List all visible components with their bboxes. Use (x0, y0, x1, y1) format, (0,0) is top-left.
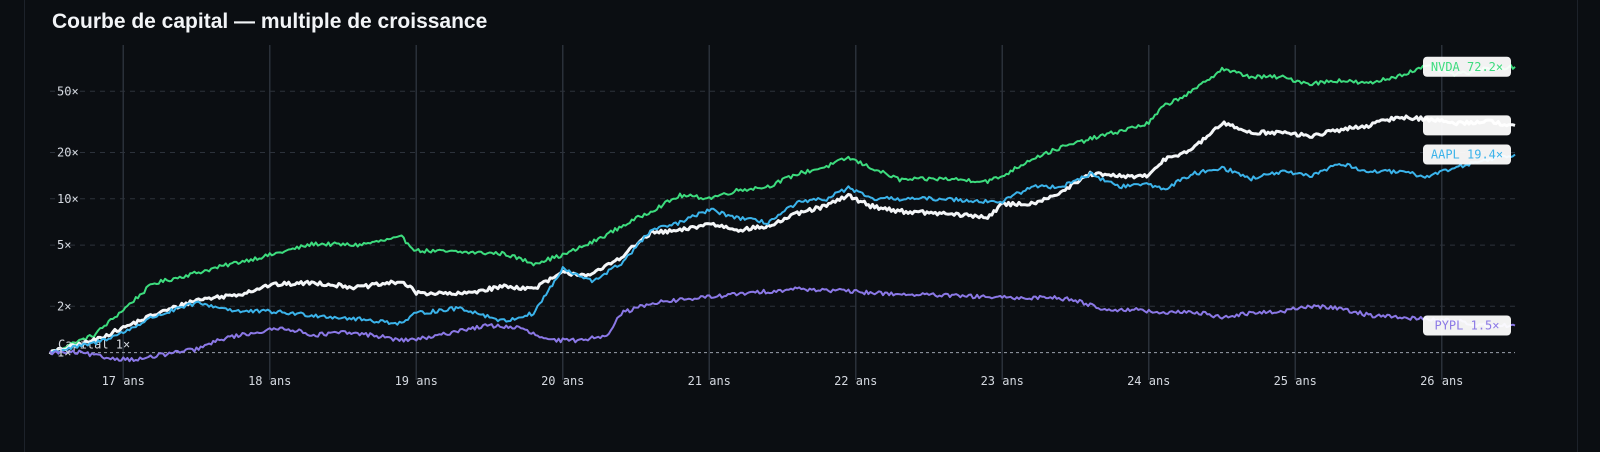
y-tick-label: 1× (57, 346, 71, 360)
y-tick-label: 50× (57, 84, 79, 98)
end-label-aapl-bg (1423, 144, 1511, 165)
chart-title: Courbe de capital — multiple de croissan… (52, 10, 488, 33)
x-tick-label: 25 ans (1274, 374, 1317, 388)
series-line-pypl (49, 286, 1516, 363)
series-line-aapl (49, 153, 1516, 354)
end-label-pypl-text: PYPL 1.5× (1434, 318, 1499, 332)
baseline-label: Capital 1× (58, 338, 130, 352)
series-line-nvda (49, 64, 1516, 354)
end-label-nvda-bg (1423, 56, 1511, 77)
end-label-pypl-bg (1423, 315, 1511, 336)
end-label-nvda-text: NVDA 72.2× (1431, 60, 1503, 74)
x-tick-label: 17 ans (102, 374, 145, 388)
x-tick-label: 20 ans (541, 374, 584, 388)
y-tick-label: 10× (57, 192, 79, 206)
x-tick-label: 24 ans (1127, 374, 1170, 388)
x-tick-label: 23 ans (981, 374, 1024, 388)
x-tick-label: 26 ans (1420, 374, 1463, 388)
x-tick-label: 22 ans (834, 374, 877, 388)
x-tick-label: 18 ans (248, 374, 291, 388)
end-label-nvda: NVDA 72.2× (1423, 56, 1511, 77)
end-label-aapl-text: AAPL 19.4× (1431, 148, 1503, 162)
x-tick-label: 19 ans (395, 374, 438, 388)
series-line-portfolio (48, 114, 1516, 355)
end-label-aapl: AAPL 19.4× (1423, 144, 1511, 165)
end-label-pypl: PYPL 1.5× (1423, 315, 1511, 336)
chart-panel (24, 0, 1578, 452)
y-tick-label: 20× (57, 145, 79, 159)
end-label-portfolio (1423, 115, 1511, 136)
x-tick-label: 21 ans (688, 374, 731, 388)
y-tick-label: 2× (57, 299, 71, 313)
end-label-portfolio-bg (1423, 115, 1511, 136)
y-tick-label: 5× (57, 238, 71, 252)
